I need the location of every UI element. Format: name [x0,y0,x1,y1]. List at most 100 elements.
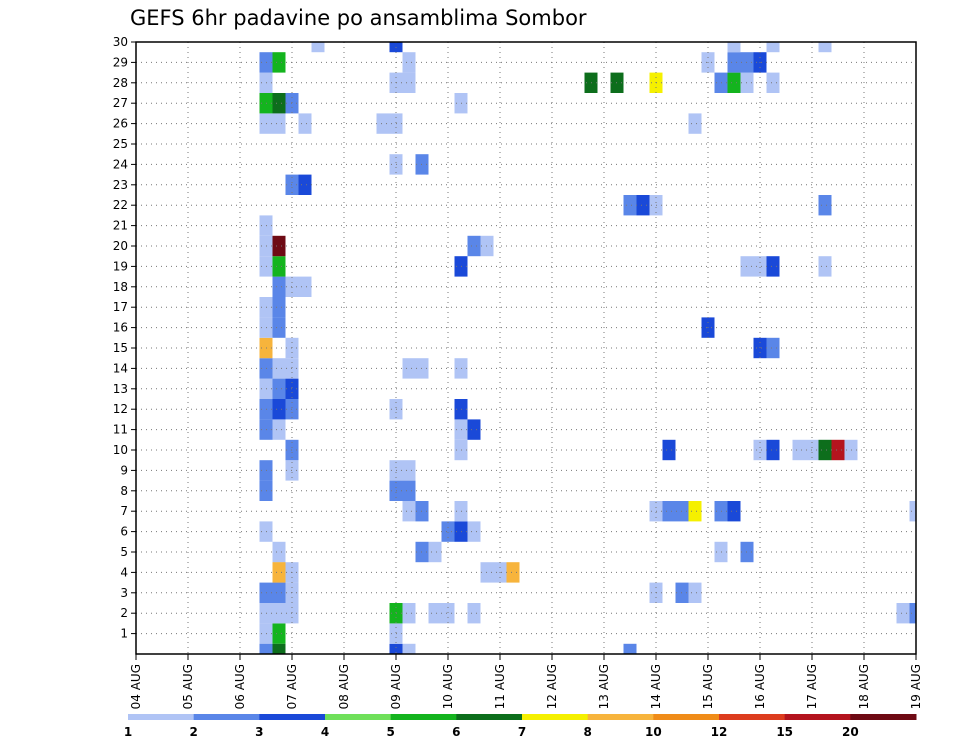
heatmap-cell [272,358,286,379]
heatmap-cell [402,603,416,624]
heatmap-cell [467,419,481,440]
y-tick-label: 13 [113,382,128,396]
heatmap-cell [441,603,455,624]
heatmap-cell [727,72,741,93]
heatmap-cell [688,501,702,522]
colorbar-label: 15 [776,725,793,739]
heatmap-cell [896,603,910,624]
x-tick-label: 15 AUG [701,664,715,709]
heatmap-cell [727,42,741,53]
y-tick-label: 24 [113,157,128,171]
colorbar-label: 12 [711,725,728,739]
heatmap-cell [272,276,286,297]
y-tick-label: 28 [113,76,128,90]
y-tick-label: 19 [113,259,128,273]
chart-title: GEFS 6hr padavine po ansamblima Sombor [130,6,587,30]
heatmap-cell [402,501,416,522]
y-tick-label: 16 [113,321,128,335]
heatmap-cell [753,439,767,461]
grid-lines [136,42,916,654]
x-tick-label: 05 AUG [181,664,195,709]
x-tick-label: 10 AUG [441,664,455,709]
heatmap-cell [467,603,481,624]
heatmap-cell [376,113,390,134]
heatmap-cell [402,460,416,481]
y-tick-label: 23 [113,178,128,192]
colorbar-label: 5 [386,725,394,739]
x-tick-label: 11 AUG [493,664,507,709]
y-tick-label: 9 [120,463,128,477]
y-tick-label: 2 [120,606,128,620]
y-tick-label: 8 [120,484,128,498]
colorbar-label: 7 [518,725,526,739]
y-tick-label: 4 [120,565,128,579]
heatmap-cell [441,521,455,542]
heatmap-cell [272,317,286,338]
heatmap-cell [688,113,702,134]
y-tick-label: 29 [113,55,128,69]
colorbar-label: 3 [255,725,263,739]
heatmap-cells [259,42,916,654]
heatmap-cell [402,52,416,73]
y-tick-label: 15 [113,341,128,355]
heatmap-cell [766,337,780,359]
heatmap-cell [272,582,286,603]
colorbar-label: 6 [452,725,460,739]
heatmap-cell [909,501,916,522]
y-tick-label: 26 [113,117,128,131]
heatmap-cell [272,603,286,624]
x-tick-label: 09 AUG [389,664,403,709]
y-tick-label: 25 [113,137,128,151]
colorbar-swatch [587,714,654,720]
heatmap-cell [272,643,286,654]
y-tick-label: 14 [113,361,128,375]
x-tick-label: 04 AUG [129,664,143,709]
heatmap-cell [389,643,403,654]
colorbar-swatch [850,714,917,720]
colorbar-swatch [784,714,851,720]
colorbar-swatch [653,714,720,720]
heatmap-cell [272,541,286,563]
heatmap-cell [818,195,832,216]
heatmap-cell [272,623,286,644]
colorbar-swatch [456,714,523,720]
heatmap-cell [636,195,650,216]
colorbar-swatch [719,714,786,720]
heatmap-cell [792,439,806,461]
heatmap-cell [298,276,312,297]
heatmap-cell [766,256,780,277]
x-tick-label: 17 AUG [805,664,819,709]
heatmap-cell [506,562,520,583]
heatmap-cell [428,603,442,624]
heatmap-cell [402,643,416,654]
heatmap-cell [272,378,286,399]
colorbar-label: 4 [321,725,329,739]
y-tick-label: 30 [113,35,128,49]
heatmap-cell [272,297,286,318]
heatmap-cell [402,480,416,501]
heatmap-cell [272,419,286,440]
colorbar: 1 2 3 4 5 6 7 8 10 12 15 20 [124,714,917,739]
y-tick-label: 22 [113,198,128,212]
y-tick-label: 21 [113,219,128,233]
colorbar-label: 20 [842,725,859,739]
colorbar-swatch [128,714,195,720]
heatmap-cell [909,603,916,624]
x-tick-label: 19 AUG [909,664,923,709]
heatmap-cell [467,521,481,542]
colorbar-label: 2 [189,725,197,739]
y-tick-label: 20 [113,239,128,253]
heatmap-cell [727,52,741,73]
heatmap-cell [818,256,832,277]
heatmap-cell [727,501,741,522]
colorbar-label: 1 [124,725,132,739]
heatmap-cell [831,439,845,461]
heatmap-cell [818,439,832,461]
heatmap-cell [623,643,637,654]
y-tick-label: 7 [120,504,128,518]
y-tick-label: 17 [113,300,128,314]
colorbar-swatch [193,714,260,720]
heatmap-cell [818,42,832,53]
y-tick-label: 1 [120,627,128,641]
